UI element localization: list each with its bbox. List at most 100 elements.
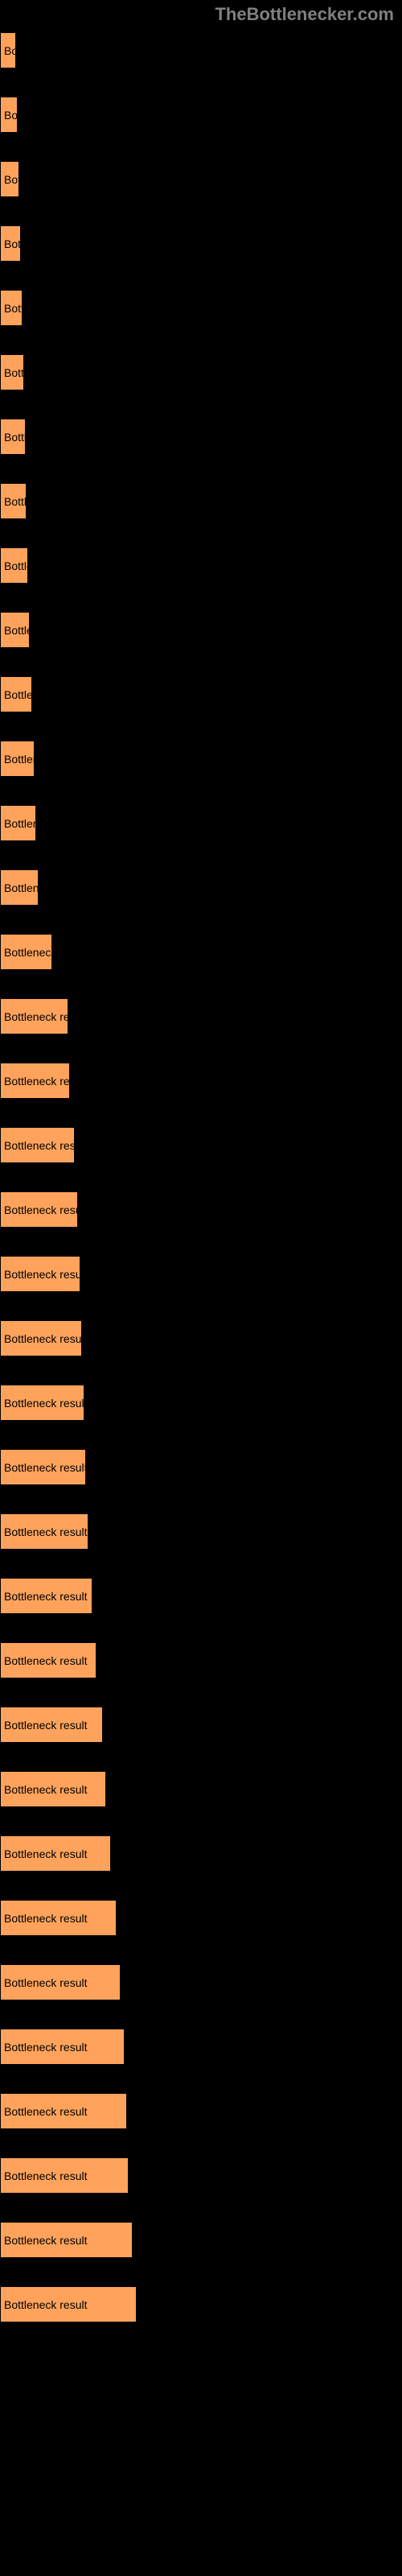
bar-label: Bottleneck result: [4, 1783, 88, 1796]
bar-row: Bottleneck result: [0, 2093, 402, 2129]
bar-row: Bottleneck result: [0, 1771, 402, 1807]
bar-label: Bottleneck result: [4, 109, 18, 122]
bar-row: Bottleneck result: [0, 2222, 402, 2258]
bar-row: Bottleneck result: [0, 1385, 402, 1421]
bar-label: Bottleneck result: [4, 881, 39, 894]
bar-row: Bottleneck result: [0, 419, 402, 455]
bar-row: Bottleneck result: [0, 1127, 402, 1163]
bar: Bottleneck result: [0, 97, 18, 133]
bar-label: Bottleneck result: [4, 2041, 88, 2054]
bar: Bottleneck result: [0, 934, 52, 970]
bar-row: Bottleneck result: [0, 1320, 402, 1356]
bar-label: Bottleneck result: [4, 1654, 88, 1667]
bar-row: Bottleneck result: [0, 2157, 402, 2194]
bar-row: Bottleneck result: [0, 547, 402, 584]
bar-label: Bottleneck result: [4, 1268, 80, 1281]
bar-label: Bottleneck result: [4, 1912, 88, 1925]
bar: Bottleneck result: [0, 1835, 111, 1872]
bar-label: Bottleneck result: [4, 1525, 88, 1538]
bar-row: Bottleneck result: [0, 998, 402, 1034]
bar-label: Bottleneck result: [4, 1397, 84, 1410]
bar: Bottleneck result: [0, 2157, 129, 2194]
bar-label: Bottleneck result: [4, 173, 19, 186]
bar-label: Bottleneck result: [4, 1847, 88, 1860]
bar-label: Bottleneck result: [4, 1139, 75, 1152]
bar: Bottleneck result: [0, 1578, 92, 1614]
bar-row: Bottleneck result: [0, 1578, 402, 1614]
bar-label: Bottleneck result: [4, 302, 23, 315]
bar: Bottleneck result: [0, 612, 30, 648]
bar-row: Bottleneck result: [0, 354, 402, 390]
bar-label: Bottleneck result: [4, 2169, 88, 2182]
bar-row: Bottleneck result: [0, 1256, 402, 1292]
bar-label: Bottleneck result: [4, 431, 26, 444]
bar-row: Bottleneck result: [0, 934, 402, 970]
bar: Bottleneck result: [0, 161, 19, 197]
bar-row: Bottleneck result: [0, 161, 402, 197]
bar-label: Bottleneck result: [4, 1590, 88, 1603]
bar-label: Bottleneck result: [4, 2298, 88, 2311]
bar-label: Bottleneck result: [4, 44, 16, 57]
bar-row: Bottleneck result: [0, 1964, 402, 2000]
bar: Bottleneck result: [0, 1964, 121, 2000]
bar: Bottleneck result: [0, 1707, 103, 1743]
bar-label: Bottleneck result: [4, 753, 35, 766]
bar: Bottleneck result: [0, 998, 68, 1034]
bar: Bottleneck result: [0, 1063, 70, 1099]
bar: Bottleneck result: [0, 2222, 133, 2258]
bar-label: Bottleneck result: [4, 1976, 88, 1989]
bar: Bottleneck result: [0, 32, 16, 68]
bar-row: Bottleneck result: [0, 1191, 402, 1228]
bar-row: Bottleneck result: [0, 1513, 402, 1550]
bar-row: Bottleneck result: [0, 805, 402, 841]
bar: Bottleneck result: [0, 1320, 82, 1356]
bar-label: Bottleneck result: [4, 946, 52, 959]
bar: Bottleneck result: [0, 1900, 117, 1936]
bar: Bottleneck result: [0, 290, 23, 326]
bar-label: Bottleneck result: [4, 1461, 86, 1474]
bar-row: Bottleneck result: [0, 225, 402, 262]
bar: Bottleneck result: [0, 1513, 88, 1550]
bar-label: Bottleneck result: [4, 817, 36, 830]
bar-label: Bottleneck result: [4, 1010, 68, 1023]
bar-label: Bottleneck result: [4, 366, 24, 379]
bar-label: Bottleneck result: [4, 1332, 82, 1345]
bar-label: Bottleneck result: [4, 1203, 78, 1216]
bar: Bottleneck result: [0, 1642, 96, 1678]
bar: Bottleneck result: [0, 483, 27, 519]
bar: Bottleneck result: [0, 225, 21, 262]
bar-row: Bottleneck result: [0, 483, 402, 519]
bar-label: Bottleneck result: [4, 1075, 70, 1088]
bar-row: Bottleneck result: [0, 290, 402, 326]
bar-row: Bottleneck result: [0, 1900, 402, 1936]
bar-label: Bottleneck result: [4, 624, 30, 637]
bar-row: Bottleneck result: [0, 1642, 402, 1678]
bar-row: Bottleneck result: [0, 676, 402, 712]
bar: Bottleneck result: [0, 2286, 137, 2322]
bar: Bottleneck result: [0, 1771, 106, 1807]
bar: Bottleneck result: [0, 1127, 75, 1163]
bar: Bottleneck result: [0, 2029, 125, 2065]
bar-row: Bottleneck result: [0, 612, 402, 648]
bar-chart: Bottleneck result Bottleneck result Bottle…: [0, 0, 402, 2367]
bar: Bottleneck result: [0, 805, 36, 841]
bar-label: Bottleneck result: [4, 688, 32, 701]
bar-row: Bottleneck result: [0, 741, 402, 777]
bar-row: Bottleneck result: [0, 2286, 402, 2322]
bar: Bottleneck result: [0, 419, 26, 455]
bar: Bottleneck result: [0, 1385, 84, 1421]
bar: Bottleneck result: [0, 354, 24, 390]
bar-row: Bottleneck result: [0, 1449, 402, 1485]
bar-row: Bottleneck result: [0, 869, 402, 906]
bar-label: Bottleneck result: [4, 495, 27, 508]
bar-row: Bottleneck result: [0, 1835, 402, 1872]
bar: Bottleneck result: [0, 2093, 127, 2129]
bar: Bottleneck result: [0, 1256, 80, 1292]
bar-row: Bottleneck result: [0, 1707, 402, 1743]
bar-label: Bottleneck result: [4, 2105, 88, 2118]
bar-label: Bottleneck result: [4, 559, 28, 572]
bar-row: Bottleneck result: [0, 1063, 402, 1099]
bar: Bottleneck result: [0, 1191, 78, 1228]
watermark: TheBottlenecker.com: [215, 4, 394, 25]
bar-row: Bottleneck result: [0, 97, 402, 133]
